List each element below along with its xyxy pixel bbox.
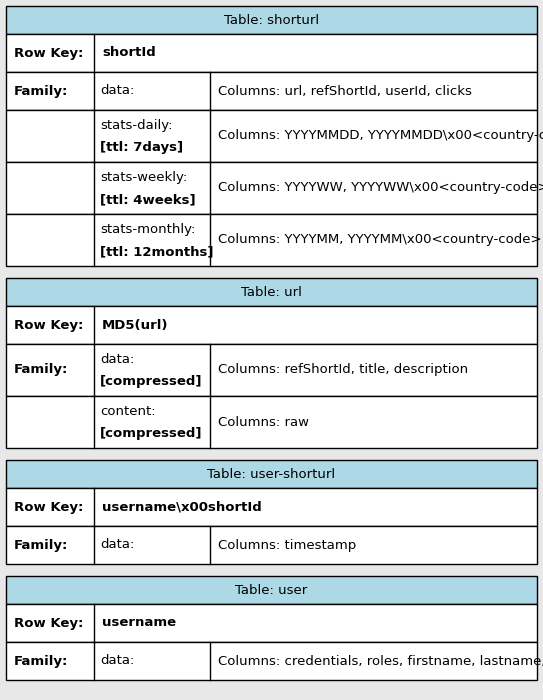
Bar (6, 72, 537, 110)
Bar (6, 214, 537, 266)
Bar (6, 488, 537, 526)
Text: Columns: YYYYWW, YYYYWW\x00<country-code>: Columns: YYYYWW, YYYYWW\x00<country-code… (218, 181, 543, 195)
Text: data:: data: (100, 654, 134, 668)
Text: [compressed]: [compressed] (100, 375, 203, 388)
Text: Row Key:: Row Key: (14, 500, 84, 514)
Text: Columns: YYYYMMDD, YYYYMMDD\x00<country-code>: Columns: YYYYMMDD, YYYYMMDD\x00<country-… (218, 130, 543, 143)
Bar (6, 604, 537, 642)
Text: data:: data: (100, 538, 134, 552)
Text: content:: content: (100, 405, 156, 418)
Text: username\x00shortId: username\x00shortId (102, 500, 262, 514)
Bar (6, 526, 537, 564)
Text: Row Key:: Row Key: (14, 617, 84, 629)
Bar (6, 306, 537, 344)
Bar (6, 6, 537, 34)
Text: Columns: raw: Columns: raw (218, 416, 309, 428)
Text: Columns: url, refShortId, userId, clicks: Columns: url, refShortId, userId, clicks (218, 85, 472, 97)
Text: Family:: Family: (14, 654, 68, 668)
Bar (6, 576, 537, 604)
Text: Family:: Family: (14, 85, 68, 97)
Text: Table: user: Table: user (235, 584, 308, 596)
Bar (6, 278, 537, 306)
Text: [ttl: 7days]: [ttl: 7days] (100, 141, 183, 154)
Text: MD5(url): MD5(url) (102, 318, 168, 332)
Bar (6, 110, 537, 162)
Text: [ttl: 12months]: [ttl: 12months] (100, 245, 213, 258)
Text: Family:: Family: (14, 538, 68, 552)
Text: stats-daily:: stats-daily: (100, 119, 173, 132)
Text: stats-monthly:: stats-monthly: (100, 223, 195, 236)
Text: [ttl: 4weeks]: [ttl: 4weeks] (100, 193, 195, 206)
Bar (6, 642, 537, 680)
Text: Columns: timestamp: Columns: timestamp (218, 538, 356, 552)
Bar (6, 460, 537, 488)
Bar (6, 396, 537, 448)
Text: Columns: YYYYMM, YYYYMM\x00<country-code>: Columns: YYYYMM, YYYYMM\x00<country-code… (218, 234, 541, 246)
Bar (6, 162, 537, 214)
Text: Columns: refShortId, title, description: Columns: refShortId, title, description (218, 363, 468, 377)
Text: [compressed]: [compressed] (100, 427, 203, 440)
Text: stats-weekly:: stats-weekly: (100, 171, 187, 184)
Text: Columns: credentials, roles, firstname, lastname, email: Columns: credentials, roles, firstname, … (218, 654, 543, 668)
Text: Table: user-shorturl: Table: user-shorturl (207, 468, 336, 480)
Text: username: username (102, 617, 176, 629)
Text: Family:: Family: (14, 363, 68, 377)
Bar (6, 344, 537, 396)
Text: Row Key:: Row Key: (14, 318, 84, 332)
Text: data:: data: (100, 353, 134, 366)
Text: data:: data: (100, 85, 134, 97)
Text: Row Key:: Row Key: (14, 46, 84, 60)
Bar (6, 34, 537, 72)
Text: shortId: shortId (102, 46, 156, 60)
Text: Table: shorturl: Table: shorturl (224, 13, 319, 27)
Text: Table: url: Table: url (241, 286, 302, 298)
